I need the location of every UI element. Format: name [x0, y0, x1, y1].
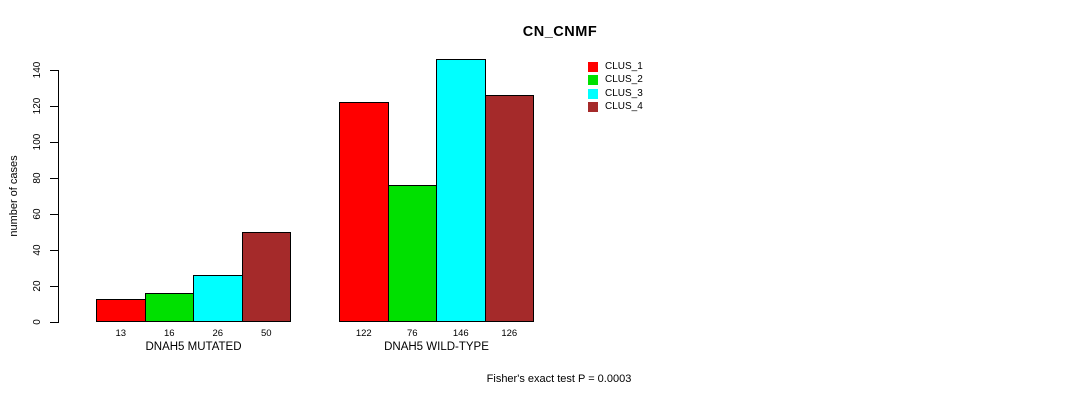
- bar-clus_2: [144, 293, 194, 322]
- y-tick-label: 100: [32, 133, 43, 151]
- bar-clus_1: [96, 298, 146, 322]
- bar-clus_3: [193, 275, 243, 322]
- y-tick-mark: [50, 322, 58, 323]
- legend-label: CLUS_3: [605, 87, 643, 99]
- y-tick-label: 60: [32, 208, 43, 220]
- y-axis-line: [58, 70, 59, 323]
- chart-title: CN_CNMF: [522, 24, 598, 40]
- bar-clus_4: [241, 232, 291, 322]
- y-tick-label: 120: [32, 97, 43, 115]
- bar-clus_3: [436, 59, 486, 322]
- y-tick-label: 80: [32, 172, 43, 184]
- bar-clus_4: [484, 95, 534, 322]
- y-tick-mark: [50, 70, 58, 71]
- y-tick-mark: [50, 178, 58, 179]
- bar-value-label: 76: [406, 328, 418, 339]
- y-tick-label: 20: [32, 280, 43, 292]
- legend-label: CLUS_4: [605, 101, 643, 113]
- y-tick-mark: [50, 286, 58, 287]
- legend-item: CLUS_4: [588, 101, 658, 113]
- legend-swatch-clus_3: [588, 88, 598, 99]
- y-tick-label: 0: [32, 319, 43, 325]
- y-tick-label: 140: [32, 61, 43, 79]
- bar-value-label: 13: [115, 328, 127, 339]
- legend-swatch-clus_4: [588, 102, 598, 113]
- y-tick-label: 40: [32, 244, 43, 256]
- legend-item: CLUS_3: [588, 87, 658, 100]
- legend-label: CLUS_1: [605, 61, 643, 72]
- group-label: DNAH5 MUTATED: [145, 341, 242, 353]
- y-axis-label: number of cases: [8, 155, 20, 237]
- annotation-text: Fisher's exact test P = 0.0003: [486, 373, 632, 385]
- bar-clus_2: [387, 185, 437, 322]
- legend-item: CLUS_1: [588, 61, 658, 73]
- bar-value-label: 146: [452, 328, 469, 339]
- legend-swatch-clus_2: [588, 75, 598, 86]
- legend-item: CLUS_2: [588, 74, 658, 86]
- bar-value-label: 122: [355, 328, 372, 339]
- group-label: DNAH5 WILD-TYPE: [384, 341, 489, 353]
- bar-clus_1: [339, 102, 389, 322]
- legend-swatch-clus_1: [588, 62, 598, 72]
- bar-value-label: 126: [501, 328, 518, 339]
- y-tick-mark: [50, 250, 58, 251]
- bar-value-label: 50: [260, 328, 272, 339]
- legend-label: CLUS_2: [605, 74, 643, 86]
- y-tick-mark: [50, 106, 58, 107]
- bar-value-label: 16: [163, 328, 175, 339]
- y-tick-mark: [50, 142, 58, 143]
- y-tick-mark: [50, 214, 58, 215]
- bar-value-label: 26: [212, 328, 224, 339]
